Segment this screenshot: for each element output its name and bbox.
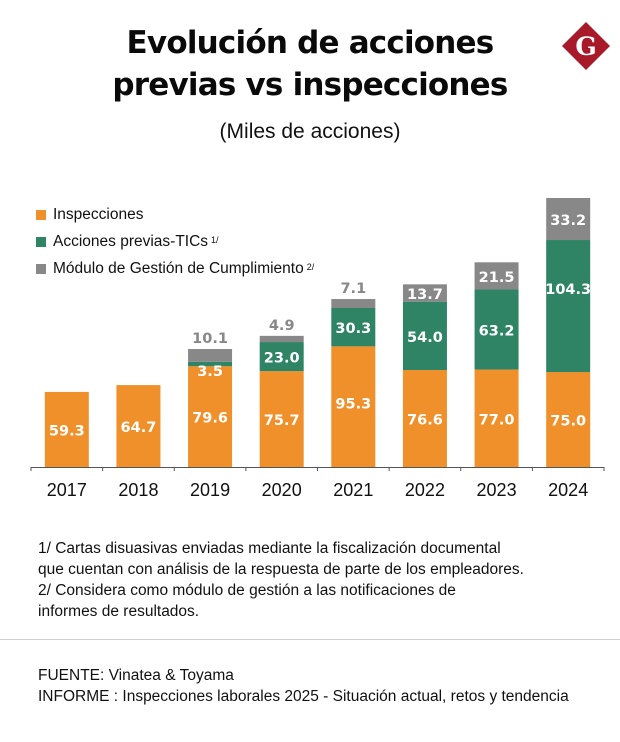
source-block: FUENTE: Vinatea & Toyama INFORME : Inspe… (38, 665, 569, 707)
bar-segment (259, 335, 304, 343)
data-label: 23.0 (264, 351, 300, 367)
bar-segment (259, 342, 304, 372)
bar-segment (116, 385, 161, 467)
bar-segment (546, 240, 591, 373)
bar-segment (546, 372, 591, 467)
bar-segment (402, 301, 447, 371)
bar-segment (402, 284, 447, 302)
footnote-line: 1/ Cartas disuasivas enviadas mediante l… (38, 540, 501, 557)
x-tick-label: 2018 (118, 480, 158, 500)
data-label: 13.7 (407, 287, 443, 303)
data-label: 63.2 (479, 324, 515, 340)
legend-label: Acciones previas-TICs (53, 232, 209, 250)
footnote-line: que cuentan con análisis de la respuesta… (38, 561, 524, 578)
data-label: 54.0 (407, 330, 443, 346)
bar-segment (259, 371, 304, 467)
footnote-line: 2/ Considera como módulo de gestión a la… (38, 582, 456, 599)
data-label: 76.6 (407, 413, 443, 429)
chart-subtitle: (Miles de acciones) (219, 120, 401, 143)
stacked-bar-chart: 59.3 2017 64.7 2018 79.6 3.5 10.1 2019 75.7 23.0 4… (30, 198, 605, 500)
bar-segment (188, 361, 233, 367)
chart-title-line-2: previas vs inspecciones (112, 67, 508, 103)
data-label: 75.0 (550, 414, 586, 430)
bar-segment (474, 369, 519, 467)
legend-swatch-green (36, 236, 46, 247)
legend-item-acciones-previas: Acciones previas-TICs 1/ (36, 228, 314, 255)
bar-segment (546, 198, 591, 241)
g-diamond-logo-icon: G (562, 22, 610, 70)
bar-segment (331, 346, 376, 467)
legend-item-inspecciones: Inspecciones (36, 201, 314, 228)
chart-title-line-1: Evolución de acciones (126, 25, 495, 61)
x-tick-label: 2022 (405, 480, 445, 500)
footnotes: 1/ Cartas disuasivas enviadas mediante l… (38, 538, 524, 622)
divider (0, 639, 620, 640)
x-tick-label: 2021 (333, 480, 373, 500)
data-label: 3.5 (197, 364, 223, 380)
chart-legend: Inspecciones Acciones previas-TICs 1/ Mó… (36, 201, 314, 282)
data-label: 33.2 (550, 213, 586, 229)
x-tick-label: 2017 (47, 480, 87, 500)
source-fuente: FUENTE: Vinatea & Toyama (38, 667, 234, 684)
data-label: 104.3 (545, 282, 591, 298)
x-tick-label: 2020 (262, 480, 302, 500)
legend-label: Inspecciones (53, 205, 144, 223)
bar-segment (402, 370, 447, 467)
bar-segment (44, 391, 89, 467)
bar-segment (474, 289, 519, 370)
data-label: 95.3 (335, 396, 371, 412)
legend-swatch-orange (36, 209, 46, 220)
legend-item-modulo-gestion: Módulo de Gestión de Cumplimiento 2/ (36, 255, 314, 282)
source-informe: INFORME : Inspecciones laborales 2025 - … (38, 688, 569, 705)
legend-footnote-ref: 2/ (306, 261, 315, 272)
bar-segment (188, 366, 233, 467)
legend-swatch-gray (36, 263, 46, 274)
data-label: 77.0 (479, 412, 515, 428)
x-tick-label: 2024 (548, 480, 588, 500)
legend-footnote-ref: 1/ (211, 234, 219, 245)
footnote-line: informes de resultados. (38, 603, 200, 620)
data-label: 10.1 (192, 331, 228, 347)
chart-title: Evolución de acciones previas vs inspecc… (0, 22, 620, 106)
legend-label: Módulo de Gestión de Cumplimiento (53, 259, 304, 277)
bar-segment (188, 349, 233, 362)
data-label: 21.5 (479, 270, 515, 286)
data-label: 79.6 (192, 411, 228, 427)
data-label: 64.7 (121, 420, 157, 436)
bar-segment (331, 308, 376, 347)
logo-diamond (562, 22, 610, 70)
x-tick-label: 2023 (477, 480, 517, 500)
data-label: 30.3 (335, 321, 371, 337)
data-label: 75.7 (264, 413, 300, 429)
bar-segment (331, 299, 376, 309)
logo-letter: G (575, 32, 596, 61)
data-label: 59.3 (49, 423, 85, 439)
data-label: 4.9 (269, 318, 295, 334)
bar-segment (474, 262, 519, 290)
x-tick-label: 2019 (190, 480, 230, 500)
data-label: 7.1 (340, 281, 366, 297)
